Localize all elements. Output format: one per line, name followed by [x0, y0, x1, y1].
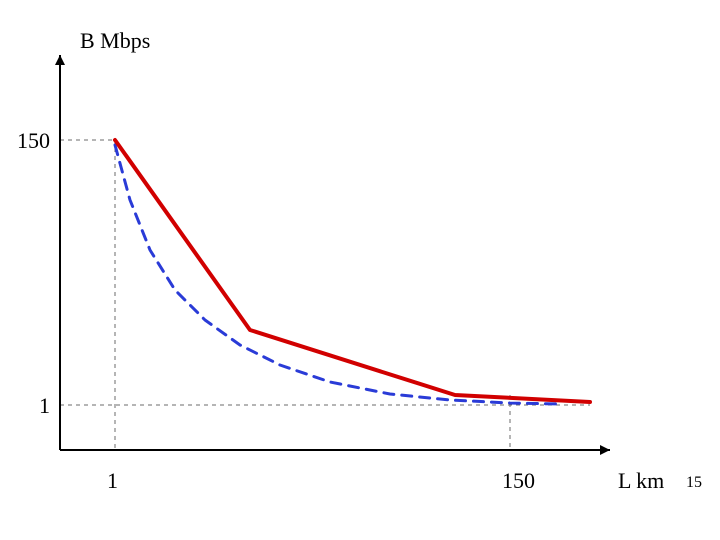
- x-tick-150: 150: [502, 468, 535, 494]
- y-tick-150: 150: [17, 128, 50, 154]
- series-upper-bound: [115, 140, 590, 402]
- y-axis-arrow: [55, 55, 65, 65]
- series-lower-curve: [115, 145, 560, 404]
- chart-svg: [0, 0, 720, 540]
- x-tick-1: 1: [107, 468, 118, 494]
- y-axis-label: B Mbps: [80, 28, 150, 54]
- x-axis-label: L km: [618, 468, 664, 494]
- page-number: 15: [686, 474, 702, 492]
- chart-stage: B Mbps L km 150 1 1 150 15: [0, 0, 720, 540]
- x-axis-arrow: [600, 445, 610, 455]
- y-tick-1: 1: [39, 393, 50, 419]
